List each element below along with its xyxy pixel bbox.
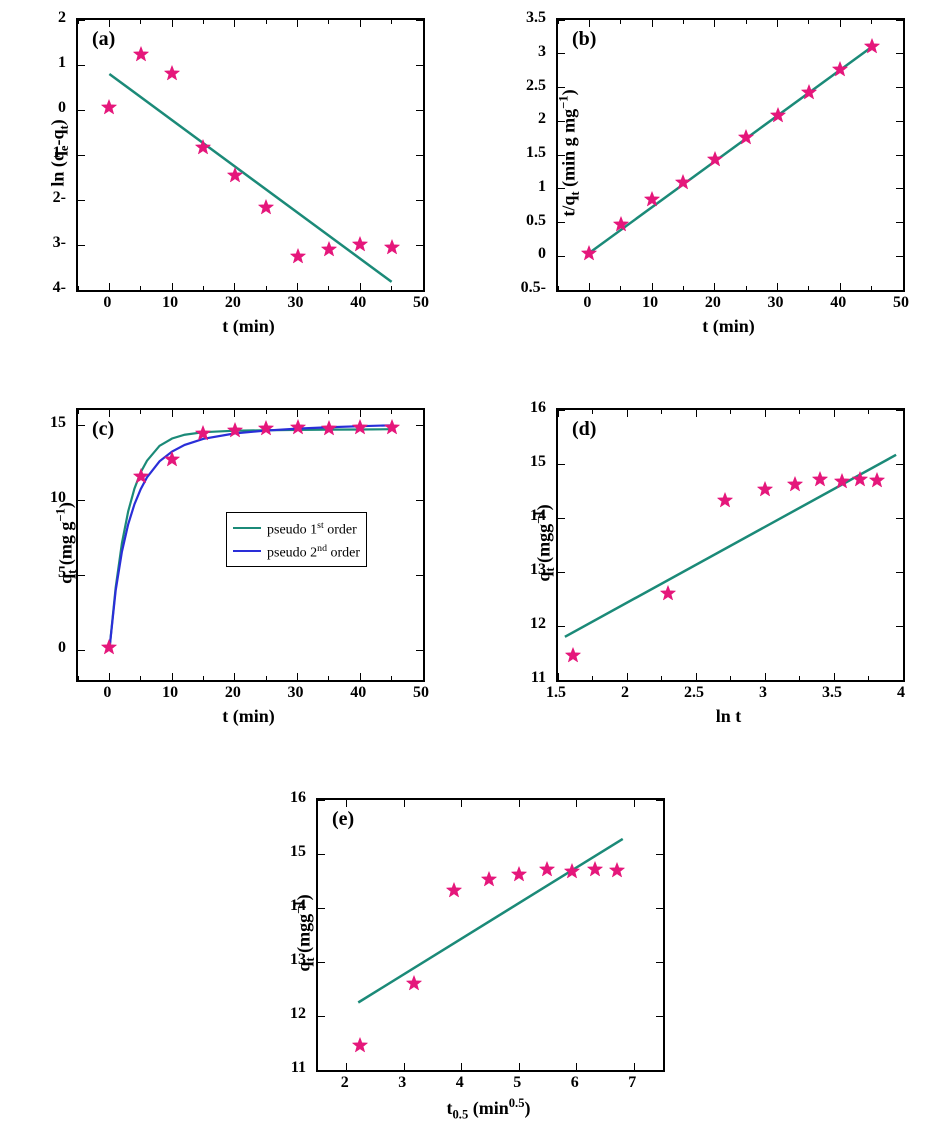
- ytick-label-c: 0: [58, 639, 66, 657]
- ylabel-c: qt (mg g−1): [54, 502, 81, 584]
- ytick-label-b: 3.5: [526, 9, 546, 27]
- xtick-label-a: 50: [413, 294, 429, 312]
- fit-line-e: [358, 839, 623, 1003]
- fit-line-a: [109, 74, 391, 282]
- ytick-label-a: 0: [58, 99, 66, 117]
- legend-item: pseudo 1st order: [233, 517, 360, 540]
- panel-label-d: (d): [572, 418, 596, 441]
- ytick-label-b: -0.5: [521, 279, 546, 297]
- ylabel-a: ln (qe-qt): [47, 119, 72, 186]
- ytick-label-a: -4: [53, 279, 66, 297]
- xtick-label-e: 5: [513, 1074, 521, 1092]
- ylabel-b: t/qt (min g mg−1): [556, 89, 583, 216]
- ytick-label-a: -3: [53, 234, 66, 252]
- ylabel-e: qt (mgg−1): [291, 894, 318, 971]
- figure-root: 01020304050-4-3-2-1012t (min)ln (qe-qt)(…: [0, 0, 925, 1141]
- xlabel-d: ln t: [716, 706, 742, 727]
- ytick-label-b: 2.5: [526, 77, 546, 95]
- overlay-svg-b: [558, 20, 903, 290]
- fit-line-b: [589, 47, 871, 253]
- fit-line-d: [565, 455, 896, 637]
- xtick-label-c: 20: [225, 684, 241, 702]
- ytick-label-e: 12: [290, 1005, 306, 1023]
- panel-label-e: (e): [332, 808, 354, 831]
- panel-label-a: (a): [92, 28, 115, 51]
- ytick-label-e: 15: [290, 843, 306, 861]
- xtick-label-c: 0: [103, 684, 111, 702]
- xtick-label-a: 0: [103, 294, 111, 312]
- xtick-label-e: 6: [571, 1074, 579, 1092]
- xlabel-c: t (min): [222, 706, 275, 727]
- ytick-label-a: -2: [53, 189, 66, 207]
- legend-label: pseudo 2nd order: [267, 540, 360, 563]
- ytick-label-e: 11: [291, 1059, 306, 1077]
- ytick-label-b: 0: [538, 245, 546, 263]
- xtick-label-a: 30: [288, 294, 304, 312]
- legend-swatch: [233, 550, 261, 552]
- xtick-label-b: 40: [830, 294, 846, 312]
- xtick-label-a: 40: [350, 294, 366, 312]
- xlabel-b: t (min): [702, 316, 755, 337]
- xlabel-e: t0.5 (min0.5): [447, 1096, 531, 1123]
- overlay-svg-d: [558, 410, 903, 680]
- xtick-label-d: 3.5: [822, 684, 842, 702]
- plot-area-a: [76, 18, 425, 292]
- xtick-label-e: 2: [341, 1074, 349, 1092]
- ytick-label-b: 1: [538, 178, 546, 196]
- xtick-label-b: 10: [642, 294, 658, 312]
- legend-label: pseudo 1st order: [267, 517, 357, 540]
- xtick-label-a: 20: [225, 294, 241, 312]
- ytick-label-d: 16: [530, 399, 546, 417]
- panel-label-b: (b): [572, 28, 596, 51]
- legend-swatch: [233, 527, 261, 529]
- xtick-label-c: 30: [288, 684, 304, 702]
- ytick-label-c: 15: [50, 414, 66, 432]
- overlay-svg-e: [318, 800, 663, 1070]
- ytick-label-b: 1.5: [526, 144, 546, 162]
- legend-item: pseudo 2nd order: [233, 540, 360, 563]
- ytick-label-e: 16: [290, 789, 306, 807]
- xtick-label-b: 20: [705, 294, 721, 312]
- ytick-label-b: 0.5: [526, 212, 546, 230]
- overlay-svg-a: [78, 20, 423, 290]
- xtick-label-d: 2: [621, 684, 629, 702]
- ytick-label-d: 12: [530, 615, 546, 633]
- ytick-label-a: 1: [58, 54, 66, 72]
- xtick-label-c: 10: [162, 684, 178, 702]
- ytick-label-a: 2: [58, 9, 66, 27]
- ytick-label-b: 3: [538, 43, 546, 61]
- xtick-label-c: 40: [350, 684, 366, 702]
- xtick-label-a: 10: [162, 294, 178, 312]
- plot-area-d: [556, 408, 905, 682]
- xtick-label-d: 1.5: [546, 684, 566, 702]
- xlabel-a: t (min): [222, 316, 275, 337]
- ytick-label-b: 2: [538, 110, 546, 128]
- xtick-label-b: 30: [768, 294, 784, 312]
- xtick-label-c: 50: [413, 684, 429, 702]
- xtick-label-b: 0: [583, 294, 591, 312]
- xtick-label-b: 50: [893, 294, 909, 312]
- xtick-label-d: 3: [759, 684, 767, 702]
- ylabel-d: qt (mgg−1): [531, 504, 558, 581]
- xtick-label-e: 4: [456, 1074, 464, 1092]
- ytick-label-d: 15: [530, 453, 546, 471]
- xtick-label-e: 7: [628, 1074, 636, 1092]
- plot-area-b: [556, 18, 905, 292]
- legend-c: pseudo 1st orderpseudo 2nd order: [226, 512, 367, 567]
- xtick-label-d: 4: [897, 684, 905, 702]
- xtick-label-e: 3: [398, 1074, 406, 1092]
- ytick-label-d: 11: [531, 669, 546, 687]
- plot-area-e: [316, 798, 665, 1072]
- panel-label-c: (c): [92, 418, 114, 441]
- xtick-label-d: 2.5: [684, 684, 704, 702]
